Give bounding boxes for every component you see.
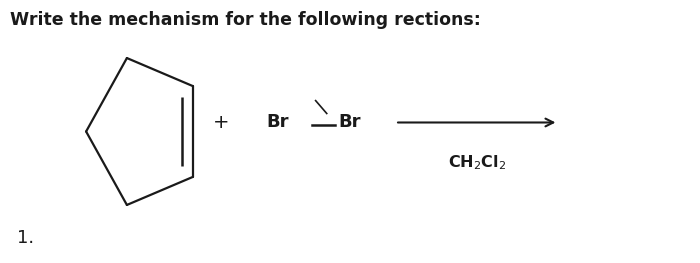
Text: +: + <box>214 113 230 132</box>
Text: Br: Br <box>267 114 289 132</box>
Text: CH$_2$Cl$_2$: CH$_2$Cl$_2$ <box>448 153 506 172</box>
Text: Br: Br <box>338 114 360 132</box>
Text: Write the mechanism for the following rections:: Write the mechanism for the following re… <box>10 11 481 28</box>
Text: 1.: 1. <box>17 229 34 247</box>
